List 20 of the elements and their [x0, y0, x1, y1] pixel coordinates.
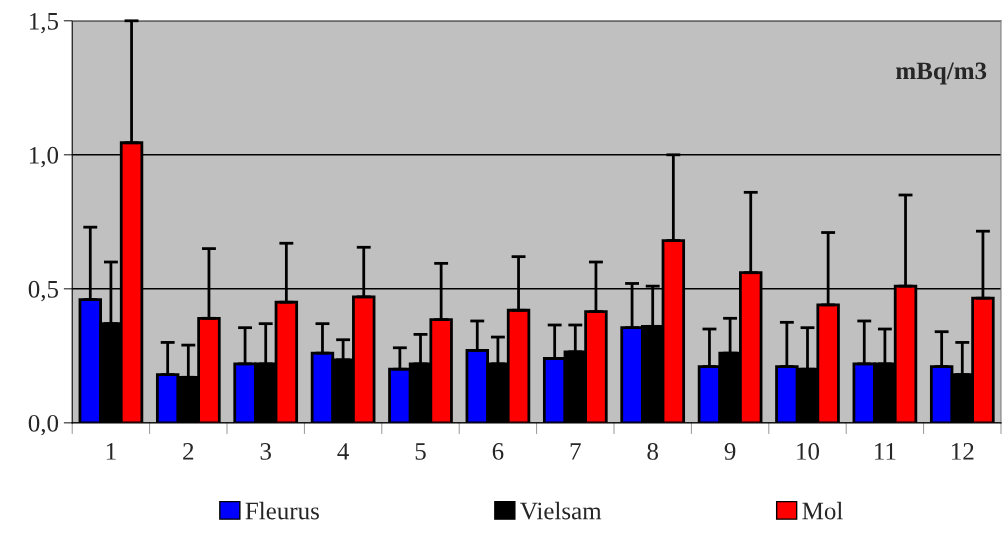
legend-label: Vielsam [520, 501, 602, 520]
x-tick-label: 3 [260, 443, 271, 460]
x-tick-label: 9 [724, 443, 736, 460]
legend-label: Mol [802, 501, 843, 520]
x-tick-label: 7 [570, 443, 581, 460]
y-tick-label: 0,5 [28, 280, 59, 302]
annotation: mBq/m3 [896, 62, 987, 85]
x-tick-label: 6 [492, 443, 504, 460]
x-tick-label: 10 [797, 443, 820, 460]
x-tick-label: 8 [647, 443, 658, 460]
x-tick-label: 2 [183, 443, 194, 460]
x-tick-label: 4 [337, 443, 349, 460]
y-tick-label: 1,0 [29, 146, 59, 168]
x-tick-label: 5 [415, 443, 426, 460]
x-tick-label: 12 [951, 443, 974, 460]
y-tick-label: 1,5 [29, 12, 59, 34]
legend-label: Fleurus [245, 501, 319, 520]
x-tick-label: 11 [875, 443, 896, 460]
y-tick-label: 0,0 [28, 414, 59, 436]
x-tick-label: 1 [106, 443, 116, 460]
